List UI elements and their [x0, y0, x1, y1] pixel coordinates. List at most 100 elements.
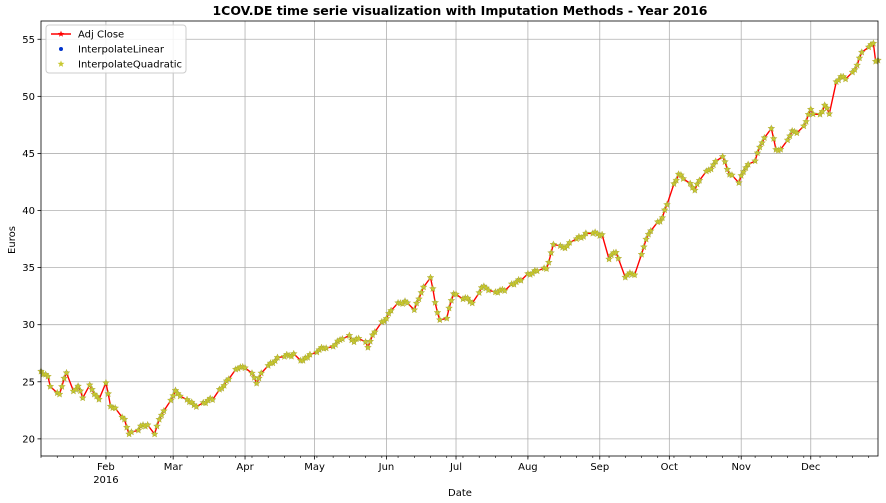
- quadratic-marker: [579, 232, 588, 240]
- quadratic-marker: [250, 373, 259, 381]
- quadratic-marker: [639, 242, 648, 251]
- legend-item-interpolate-linear: InterpolateLinear: [59, 45, 165, 56]
- quadratic-marker: [271, 356, 280, 365]
- quadratic-marker: [841, 75, 850, 83]
- quadratic-marker: [484, 286, 493, 294]
- quadratic-marker: [445, 304, 453, 312]
- quadratic-marker: [660, 205, 669, 214]
- series-interpolate-quadratic: [37, 39, 882, 438]
- quadratic-marker: [345, 331, 354, 339]
- quadratic-marker: [823, 104, 831, 112]
- quadratic-marker: [55, 390, 64, 398]
- quadratic-marker: [169, 391, 177, 400]
- quadratic-marker: [431, 298, 439, 306]
- quadratic-marker: [248, 369, 256, 377]
- quadratic-marker: [167, 396, 175, 404]
- quadratic-marker: [739, 167, 748, 176]
- quadratic-marker: [802, 117, 810, 125]
- legend-marker-adj-close: [57, 30, 65, 37]
- quadratic-marker: [737, 171, 746, 179]
- y-tick-label: 55: [22, 35, 35, 46]
- quadratic-marker: [760, 133, 769, 142]
- x-tick-label: Jul: [449, 462, 462, 473]
- quadratic-marker: [88, 385, 96, 393]
- x-axis: Feb 2016 Mar Apr May Jun Jul Aug Sep Oct Nov Dec: [40, 456, 870, 486]
- quadratic-marker: [468, 299, 477, 307]
- legend-marker-interpolate-quadratic: [57, 60, 65, 67]
- quadratic-marker: [853, 61, 861, 69]
- quadratic-marker: [677, 171, 685, 179]
- quadratic-marker: [192, 402, 201, 410]
- plot-frame: [40, 20, 879, 457]
- quadratic-marker: [656, 217, 664, 225]
- quadratic-marker: [855, 54, 864, 62]
- quadratic-marker: [825, 109, 834, 118]
- quadratic-marker: [612, 248, 620, 256]
- quadratic-marker: [646, 226, 655, 235]
- quadratic-marker: [134, 426, 143, 434]
- x-tick-label: Jun: [378, 462, 395, 473]
- quadratic-marker: [695, 176, 704, 184]
- y-tick-label: 45: [22, 149, 35, 160]
- quadratic-marker: [809, 110, 817, 118]
- quadratic-marker: [721, 157, 729, 166]
- legend-item-interpolate-quadratic: InterpolateQuadratic: [57, 60, 182, 71]
- quadratic-marker: [412, 299, 421, 307]
- quadratic-marker: [642, 235, 650, 243]
- quadratic-marker: [403, 298, 412, 307]
- quadratic-marker: [241, 363, 249, 372]
- quadratic-marker: [44, 372, 52, 380]
- quadratic-marker: [744, 160, 752, 168]
- quadratic-marker: [475, 288, 484, 296]
- x-tick-label: Apr: [236, 462, 254, 473]
- quadratic-marker: [693, 180, 701, 188]
- quadratic-marker: [102, 378, 110, 387]
- quadratic-marker: [542, 264, 551, 273]
- quadratic-marker: [544, 258, 553, 266]
- quadratic-marker: [500, 286, 509, 295]
- y-tick-label: 40: [22, 206, 35, 217]
- quadratic-marker: [767, 124, 776, 132]
- quadratic-marker: [563, 241, 572, 250]
- quadratic-marker: [224, 375, 233, 383]
- x-tick-label: Nov: [731, 462, 751, 473]
- legend-label-adj-close: Adj Close: [78, 30, 124, 41]
- quadratic-marker: [452, 290, 460, 298]
- quadratic-marker: [637, 250, 646, 258]
- quadratic-marker: [433, 308, 442, 316]
- quadratic-marker: [783, 136, 792, 144]
- x-tick-label: Aug: [518, 462, 538, 473]
- plot-background: [41, 21, 878, 456]
- y-tick-label: 30: [22, 320, 35, 331]
- quadratic-marker: [582, 229, 590, 237]
- quadratic-marker: [547, 248, 555, 257]
- quadratic-marker: [364, 343, 372, 351]
- quadratic-marker: [758, 138, 766, 147]
- quadratic-marker: [799, 122, 808, 130]
- quadratic-marker: [793, 128, 801, 137]
- quadratic-marker: [273, 353, 282, 361]
- quadratic-marker: [382, 314, 391, 322]
- grid: [41, 21, 878, 456]
- quadratic-marker: [707, 165, 715, 173]
- quadratic-marker: [533, 266, 542, 275]
- quadratic-marker: [289, 349, 298, 357]
- quadratic-marker: [728, 171, 736, 179]
- quadratic-marker: [549, 240, 558, 248]
- x-axis-label: Date: [448, 488, 472, 499]
- quadratic-marker: [387, 306, 395, 314]
- quadratic-marker: [58, 382, 66, 390]
- x-tick-label: May: [304, 462, 325, 473]
- quadratic-marker: [150, 430, 159, 438]
- quadratic-marker: [426, 273, 435, 281]
- legend: Adj Close InterpolateLinear InterpolateQ…: [45, 24, 187, 74]
- quadratic-marker: [598, 230, 606, 238]
- quadratic-marker: [463, 294, 472, 302]
- quadratic-marker: [605, 255, 613, 263]
- legend-frame: [45, 24, 187, 74]
- quadratic-marker: [769, 134, 778, 142]
- x-tick-label: Sep: [590, 462, 609, 473]
- quadratic-marker: [143, 420, 152, 429]
- quadratic-marker: [371, 327, 379, 336]
